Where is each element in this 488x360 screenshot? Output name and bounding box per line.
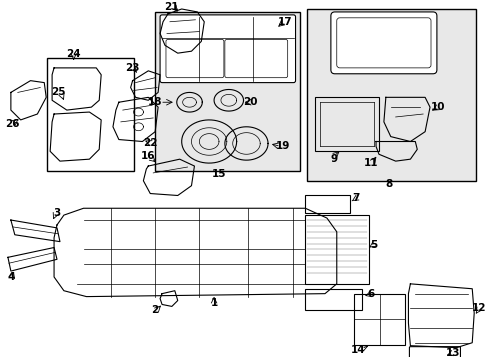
Text: 5: 5 <box>370 239 377 249</box>
Bar <box>315 97 378 151</box>
Text: 24: 24 <box>66 49 81 59</box>
Text: 17: 17 <box>277 17 291 27</box>
Text: 20: 20 <box>243 97 257 107</box>
Text: 11: 11 <box>363 158 378 168</box>
Bar <box>305 215 368 284</box>
Text: 16: 16 <box>141 151 155 161</box>
Text: 22: 22 <box>142 139 157 148</box>
Bar <box>305 289 362 310</box>
Bar <box>155 12 300 171</box>
Text: 15: 15 <box>211 169 226 179</box>
Text: 21: 21 <box>164 2 179 12</box>
Bar <box>305 195 349 213</box>
Bar <box>47 58 133 171</box>
Text: 7: 7 <box>352 193 359 203</box>
FancyBboxPatch shape <box>330 12 436 74</box>
FancyBboxPatch shape <box>160 15 295 82</box>
Text: 23: 23 <box>125 63 140 73</box>
Bar <box>354 294 405 345</box>
Text: 1: 1 <box>210 298 217 309</box>
Text: 14: 14 <box>350 345 365 355</box>
Text: 3: 3 <box>53 208 61 218</box>
Text: 4: 4 <box>7 272 15 282</box>
Text: 9: 9 <box>329 154 337 164</box>
Text: 18: 18 <box>147 97 162 107</box>
Text: 6: 6 <box>367 289 374 299</box>
Text: 26: 26 <box>5 119 20 129</box>
Text: 13: 13 <box>445 347 459 357</box>
Text: 10: 10 <box>430 102 444 112</box>
Text: 12: 12 <box>471 303 486 314</box>
Text: 8: 8 <box>385 179 391 189</box>
Text: 25: 25 <box>51 87 65 98</box>
Text: 2: 2 <box>151 305 159 315</box>
Bar <box>306 9 475 181</box>
Text: 19: 19 <box>275 141 289 152</box>
